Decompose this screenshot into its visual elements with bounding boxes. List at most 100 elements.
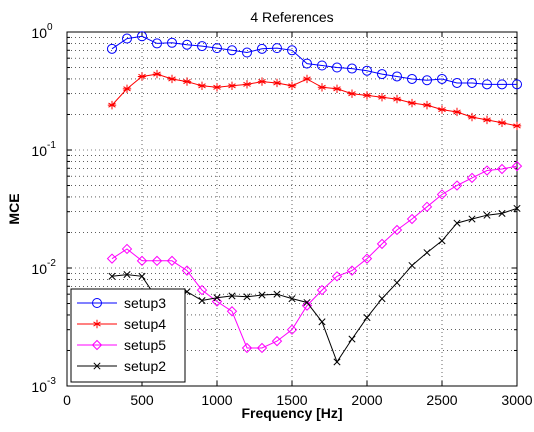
x-tick-label: 2500 <box>426 392 457 408</box>
data-point-x <box>138 272 146 280</box>
data-point-diamond <box>361 253 373 264</box>
y-tick-label-exponent: 0 <box>47 22 53 33</box>
data-point-star <box>107 100 117 110</box>
data-point-x <box>333 358 341 366</box>
data-point-circle <box>452 77 462 88</box>
y-tick-label: 10 0 <box>31 22 53 41</box>
y-tick-label-base: 10 <box>31 261 47 277</box>
data-point-circle <box>317 60 327 71</box>
y-tick-label-base: 10 <box>31 379 47 395</box>
data-point-circle <box>512 79 522 90</box>
data-point-x <box>378 295 386 303</box>
x-tick-label: 0 <box>63 392 71 408</box>
data-point-star <box>467 112 477 122</box>
data-point-star <box>212 83 222 92</box>
data-point-star <box>482 115 492 125</box>
data-point-x <box>348 335 356 343</box>
data-point-x <box>318 318 326 326</box>
data-point-diamond <box>391 224 403 236</box>
data-point-x <box>213 294 221 302</box>
y-tick-label: 10 -2 <box>31 258 56 277</box>
x-tick-label: 3000 <box>501 392 532 408</box>
data-point-star <box>497 118 507 128</box>
data-point-star <box>347 89 357 98</box>
y-tick-label: 10 -1 <box>31 140 56 159</box>
data-point-circle <box>122 33 132 44</box>
data-point-circle <box>332 62 342 73</box>
series-setup4 <box>107 69 522 131</box>
chart-title: 4 References <box>250 9 333 25</box>
x-tick-label: 1000 <box>201 392 232 408</box>
legend-label: setup2 <box>124 358 166 374</box>
data-point-star <box>302 74 312 84</box>
data-point-star <box>377 93 387 102</box>
data-point-star <box>272 78 282 88</box>
legend-item-setup5: setup5 <box>77 337 166 353</box>
y-tick-label-exponent: -3 <box>47 376 56 387</box>
data-point-x <box>93 362 101 370</box>
data-point-star <box>137 72 147 81</box>
data-point-diamond <box>436 189 448 200</box>
data-point-diamond <box>511 160 523 172</box>
data-point-diamond <box>421 201 433 213</box>
y-tick-label-base: 10 <box>31 143 47 159</box>
data-point-x <box>198 296 206 305</box>
data-point-diamond <box>286 324 298 335</box>
data-point-star <box>197 81 207 90</box>
data-point-circle <box>302 58 312 69</box>
data-point-star <box>242 80 252 89</box>
data-point-circle <box>362 65 372 76</box>
series-line-setup5 <box>111 165 518 349</box>
data-point-star <box>332 84 342 94</box>
data-point-x <box>468 215 476 223</box>
data-point-diamond <box>406 213 418 225</box>
data-point-star <box>152 69 162 79</box>
data-point-diamond <box>271 335 283 347</box>
series-setup5 <box>106 160 523 354</box>
data-point-circle <box>92 298 102 308</box>
data-point-diamond <box>346 265 358 276</box>
data-point-circle <box>197 41 207 52</box>
data-point-diamond <box>166 255 178 267</box>
legend-label: setup4 <box>124 316 166 332</box>
x-axis-label: Frequency [Hz] <box>241 405 342 421</box>
data-point-x <box>123 270 131 279</box>
x-tick-label: 500 <box>130 392 154 408</box>
series-setup3 <box>107 31 522 90</box>
data-point-circle <box>347 63 357 74</box>
data-point-circle <box>437 73 447 84</box>
data-point-star <box>317 83 327 92</box>
data-point-star <box>392 94 402 104</box>
data-point-star <box>167 74 177 84</box>
data-point-x <box>303 298 311 307</box>
data-point-circle <box>287 45 297 56</box>
data-point-circle <box>107 43 117 54</box>
data-point-star <box>362 91 372 100</box>
data-point-x <box>483 211 491 219</box>
x-tick-label: 1500 <box>276 392 307 408</box>
data-point-x <box>438 237 446 245</box>
legend-items: setup3 setup4 setup5 setup2 <box>77 295 166 374</box>
data-point-circle <box>182 39 192 50</box>
data-point-diamond <box>481 165 493 176</box>
data-point-diamond <box>226 306 238 317</box>
data-point-circle <box>152 38 162 49</box>
data-point-diamond <box>316 284 328 296</box>
data-point-x <box>363 314 371 322</box>
data-point-star <box>182 77 192 86</box>
data-point-diamond <box>196 284 208 296</box>
data-point-star <box>512 121 522 131</box>
data-point-diamond <box>466 172 478 184</box>
y-tick-label-exponent: -2 <box>47 258 56 269</box>
data-point-x <box>498 209 506 217</box>
data-point-star <box>407 98 417 108</box>
legend-label: setup5 <box>124 337 166 353</box>
data-point-star <box>92 319 102 329</box>
data-point-circle <box>482 79 492 90</box>
series-layer <box>106 31 523 366</box>
data-point-circle <box>422 75 432 86</box>
grid-lines <box>67 32 517 386</box>
data-point-diamond <box>331 271 343 282</box>
series-line-setup3 <box>111 35 517 85</box>
